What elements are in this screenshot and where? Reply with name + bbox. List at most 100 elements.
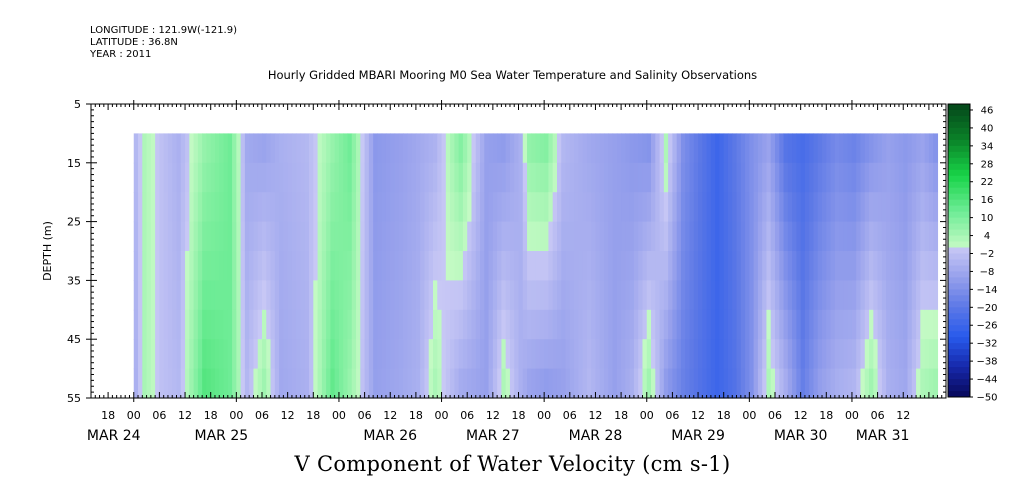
heatmap-cell <box>262 251 267 281</box>
heatmap-cell <box>685 221 691 252</box>
heatmap-cell <box>710 309 716 340</box>
heatmap-cell <box>869 192 874 223</box>
heatmap-cell <box>933 339 939 370</box>
heatmap-cell <box>253 221 259 252</box>
heatmap-cell <box>860 280 866 311</box>
heatmap-cell <box>668 368 674 399</box>
heatmap-cell <box>565 280 571 311</box>
heatmap-cell <box>655 309 661 340</box>
heatmap-cell <box>497 280 502 311</box>
heatmap-cell <box>514 162 520 193</box>
heatmap-cell <box>172 192 178 223</box>
heatmap-cell <box>373 309 379 340</box>
heatmap-cell <box>214 221 220 252</box>
heatmap-cell <box>338 162 344 193</box>
heatmap-cell <box>770 192 776 223</box>
heatmap-cell <box>193 221 199 252</box>
heatmap-cell <box>488 368 494 399</box>
heatmap-cell <box>214 368 220 399</box>
heatmap-cell <box>898 192 904 223</box>
heatmap-cell <box>492 221 498 252</box>
heatmap-cell <box>638 251 644 281</box>
heatmap-cell <box>334 133 340 164</box>
heatmap-cell <box>300 368 306 399</box>
heatmap-cell <box>625 251 631 281</box>
heatmap-cell <box>800 309 806 340</box>
heatmap-cell <box>548 133 554 164</box>
heatmap-cell <box>804 368 810 399</box>
heatmap-cell <box>462 280 468 311</box>
heatmap-cell <box>334 309 340 340</box>
heatmap-cell <box>740 280 746 311</box>
heatmap-cell <box>715 339 721 370</box>
heatmap-cell <box>407 162 413 193</box>
heatmap-cell <box>210 221 216 252</box>
heatmap-cell <box>351 133 357 164</box>
heatmap-cell <box>604 280 609 311</box>
heatmap-cell <box>403 339 408 370</box>
heatmap-cell <box>548 162 554 193</box>
heatmap-cell <box>364 162 370 193</box>
heatmap-cell <box>193 309 199 340</box>
heatmap-cell <box>185 221 190 252</box>
heatmap-cell <box>693 221 699 252</box>
heatmap-cell <box>762 368 768 399</box>
heatmap-cell <box>898 339 904 370</box>
heatmap-cell <box>193 133 199 164</box>
heatmap-cell <box>531 368 537 399</box>
heatmap-cell <box>877 280 883 311</box>
heatmap-cell <box>313 133 319 164</box>
heatmap-cell <box>894 221 900 252</box>
heatmap-cell <box>877 368 883 399</box>
x-hour-tick-label: 00 <box>332 409 346 422</box>
heatmap-cell <box>779 192 785 223</box>
heatmap-cell <box>621 133 626 164</box>
heatmap-cell <box>368 251 374 281</box>
heatmap-cell <box>321 339 327 370</box>
heatmap-cell <box>539 309 545 340</box>
heatmap-cell <box>364 280 370 311</box>
heatmap-cell <box>535 339 541 370</box>
heatmap-cell <box>719 368 725 399</box>
heatmap-cell <box>527 192 532 223</box>
heatmap-cell <box>706 133 712 164</box>
heatmap-cell <box>219 309 225 340</box>
heatmap-cell <box>864 221 870 252</box>
heatmap-cell <box>462 309 468 340</box>
heatmap-cell <box>843 251 849 281</box>
heatmap-cell <box>415 162 421 193</box>
heatmap-cell <box>270 221 276 252</box>
colorbar-swatch <box>948 325 970 332</box>
heatmap-cell <box>843 162 849 193</box>
y-tick-label: 55 <box>67 392 81 405</box>
heatmap-cell <box>227 221 233 252</box>
x-hour-tick-label: 06 <box>871 409 885 422</box>
heatmap-cell <box>334 251 340 281</box>
heatmap-cell <box>732 133 738 164</box>
heatmap-cell <box>629 192 635 223</box>
heatmap-cell <box>723 192 729 223</box>
heatmap-cell <box>249 368 255 399</box>
heatmap-cell <box>313 339 319 370</box>
heatmap-cell <box>415 251 421 281</box>
heatmap-cell <box>505 133 511 164</box>
heatmap-cell <box>898 280 904 311</box>
heatmap-cell <box>467 280 473 311</box>
heatmap-cell <box>552 221 558 252</box>
heatmap-cell <box>274 192 280 223</box>
heatmap-cell <box>642 309 648 340</box>
heatmap-cell <box>445 251 451 281</box>
heatmap-cell <box>556 221 562 252</box>
heatmap-cell <box>445 133 451 164</box>
heatmap-cell <box>685 133 691 164</box>
heatmap-cell <box>856 339 862 370</box>
heatmap-cell <box>197 309 203 340</box>
heatmap-cell <box>736 280 742 311</box>
heatmap-cell <box>142 133 148 164</box>
heatmap-cell <box>458 133 464 164</box>
heatmap-cell <box>548 339 554 370</box>
colorbar-label: 34 <box>981 141 994 152</box>
heatmap-cell <box>659 339 665 370</box>
heatmap-cell <box>783 339 789 370</box>
heatmap-cell <box>138 251 143 281</box>
